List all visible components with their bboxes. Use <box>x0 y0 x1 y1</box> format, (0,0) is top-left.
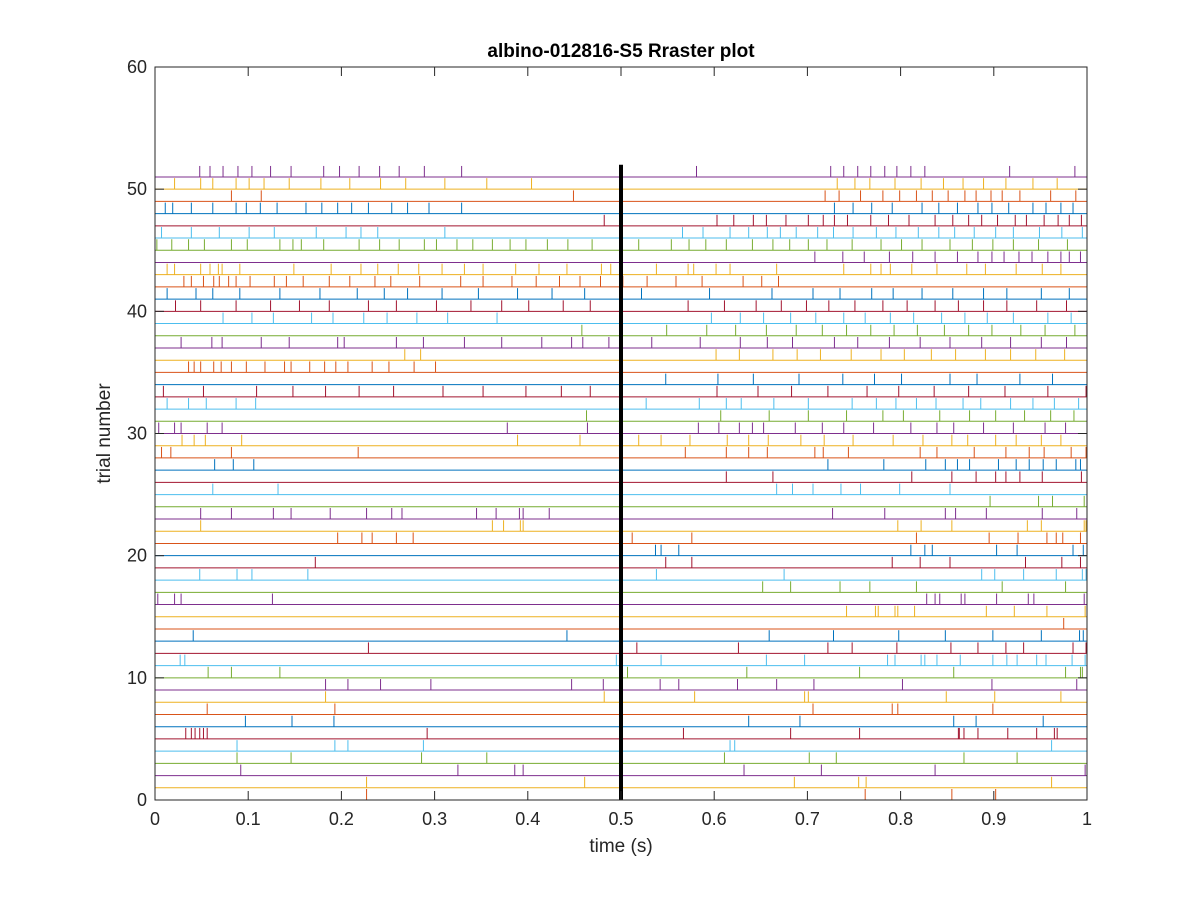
y-tick-label: 60 <box>127 57 147 77</box>
y-tick-label: 40 <box>127 301 147 321</box>
x-tick-label: 0.8 <box>888 809 913 829</box>
x-tick-label: 0.9 <box>981 809 1006 829</box>
chart-title: albino-012816-S5 Rraster plot <box>487 41 755 62</box>
y-tick-label: 30 <box>127 424 147 444</box>
y-tick-label: 0 <box>137 790 147 810</box>
spike-ticks <box>156 165 1087 800</box>
y-tick-label: 50 <box>127 179 147 199</box>
x-tick-label: 1 <box>1082 809 1092 829</box>
x-tick-label: 0.1 <box>236 809 261 829</box>
y-tick-label: 20 <box>127 546 147 566</box>
x-tick-label: 0.5 <box>608 809 633 829</box>
axis-ticks: 0 0.1 0.2 0.3 0.4 0.5 0.6 0.7 0.8 0.9 101020304050… <box>127 57 1092 829</box>
x-tick-label: 0.7 <box>795 809 820 829</box>
x-axis-label: time (s) <box>589 836 652 857</box>
x-tick-label: 0 <box>150 809 160 829</box>
y-tick-label: 10 <box>127 668 147 688</box>
x-tick-label: 0.6 <box>702 809 727 829</box>
x-tick-label: 0.2 <box>329 809 354 829</box>
x-tick-label: 0.4 <box>515 809 540 829</box>
y-axis-label: trial number <box>94 383 115 484</box>
x-tick-label: 0.3 <box>422 809 447 829</box>
